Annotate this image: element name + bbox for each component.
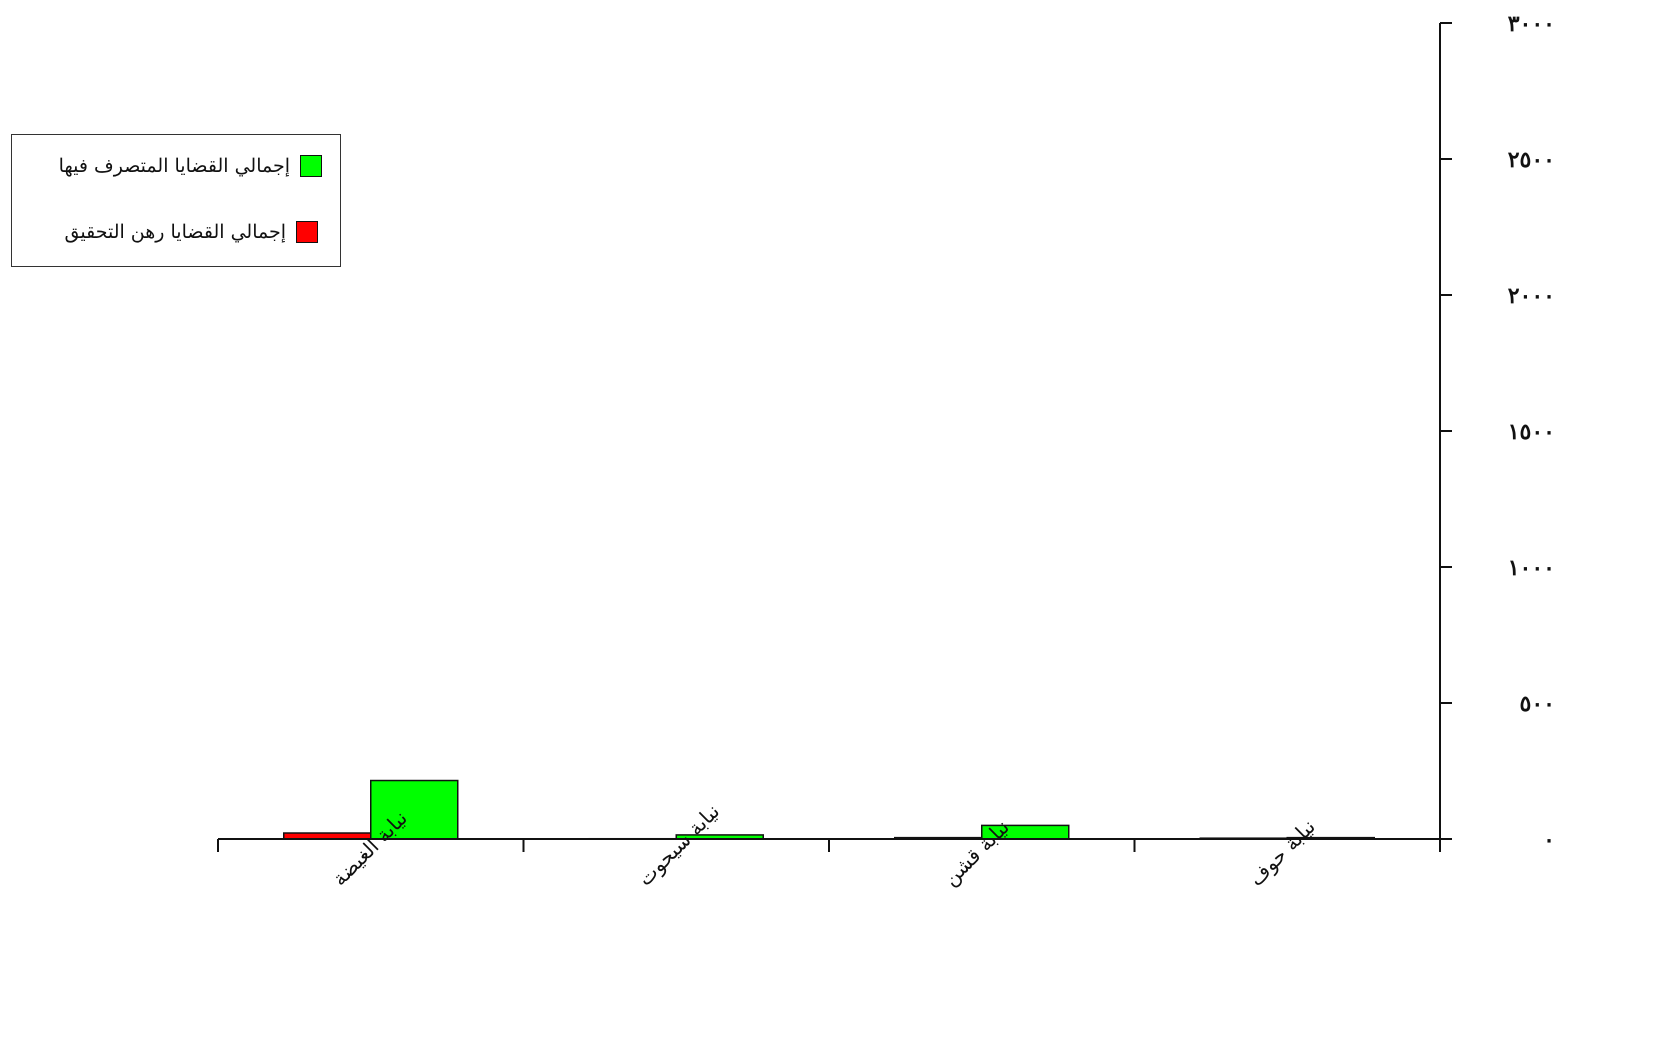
y-tick-label: ٠ bbox=[1543, 827, 1555, 853]
y-tick-label: ١٥٠٠ bbox=[1508, 419, 1555, 445]
legend-item-under-investigation: إجمالي القضايا رهن التحقيق bbox=[65, 221, 318, 243]
x-tick-label: نيابة سيحوت bbox=[633, 799, 724, 890]
legend: إجمالي القضايا المتصرف فيها إجمالي القضا… bbox=[11, 134, 341, 267]
x-tick-label: نيابة الغيضة bbox=[327, 806, 412, 891]
bar-disposed-3 bbox=[370, 779, 459, 840]
bars-group bbox=[283, 779, 1375, 840]
y-tick-label: ٣٠٠٠ bbox=[1508, 11, 1555, 37]
x-tick-label: نيابة قشن bbox=[938, 815, 1014, 891]
legend-label-disposed: إجمالي القضايا المتصرف فيها bbox=[58, 155, 290, 177]
x-ticks-group: نيابة حوف نيابة قشن نيابة سيحوت نيابة الغيض… bbox=[217, 799, 1441, 891]
legend-swatch-red bbox=[296, 221, 318, 243]
legend-item-disposed: إجمالي القضايا المتصرف فيها bbox=[59, 155, 322, 177]
x-tick-label: نيابة حوف bbox=[1244, 814, 1320, 890]
y-tick-label: ١٠٠٠ bbox=[1508, 555, 1555, 581]
y-tick-label: ٢٠٠٠ bbox=[1508, 283, 1555, 309]
legend-swatch-green bbox=[300, 155, 322, 177]
y-ticks-group: ٠ ٥٠٠ ١٠٠٠ ١٥٠٠ ٢٠٠٠ ٢٥٠٠ ٣٠٠٠ bbox=[1440, 11, 1555, 853]
y-tick-label: ٢٥٠٠ bbox=[1508, 147, 1555, 173]
legend-label-under-investigation: إجمالي القضايا رهن التحقيق bbox=[64, 221, 286, 243]
y-tick-label: ٥٠٠ bbox=[1520, 691, 1555, 717]
